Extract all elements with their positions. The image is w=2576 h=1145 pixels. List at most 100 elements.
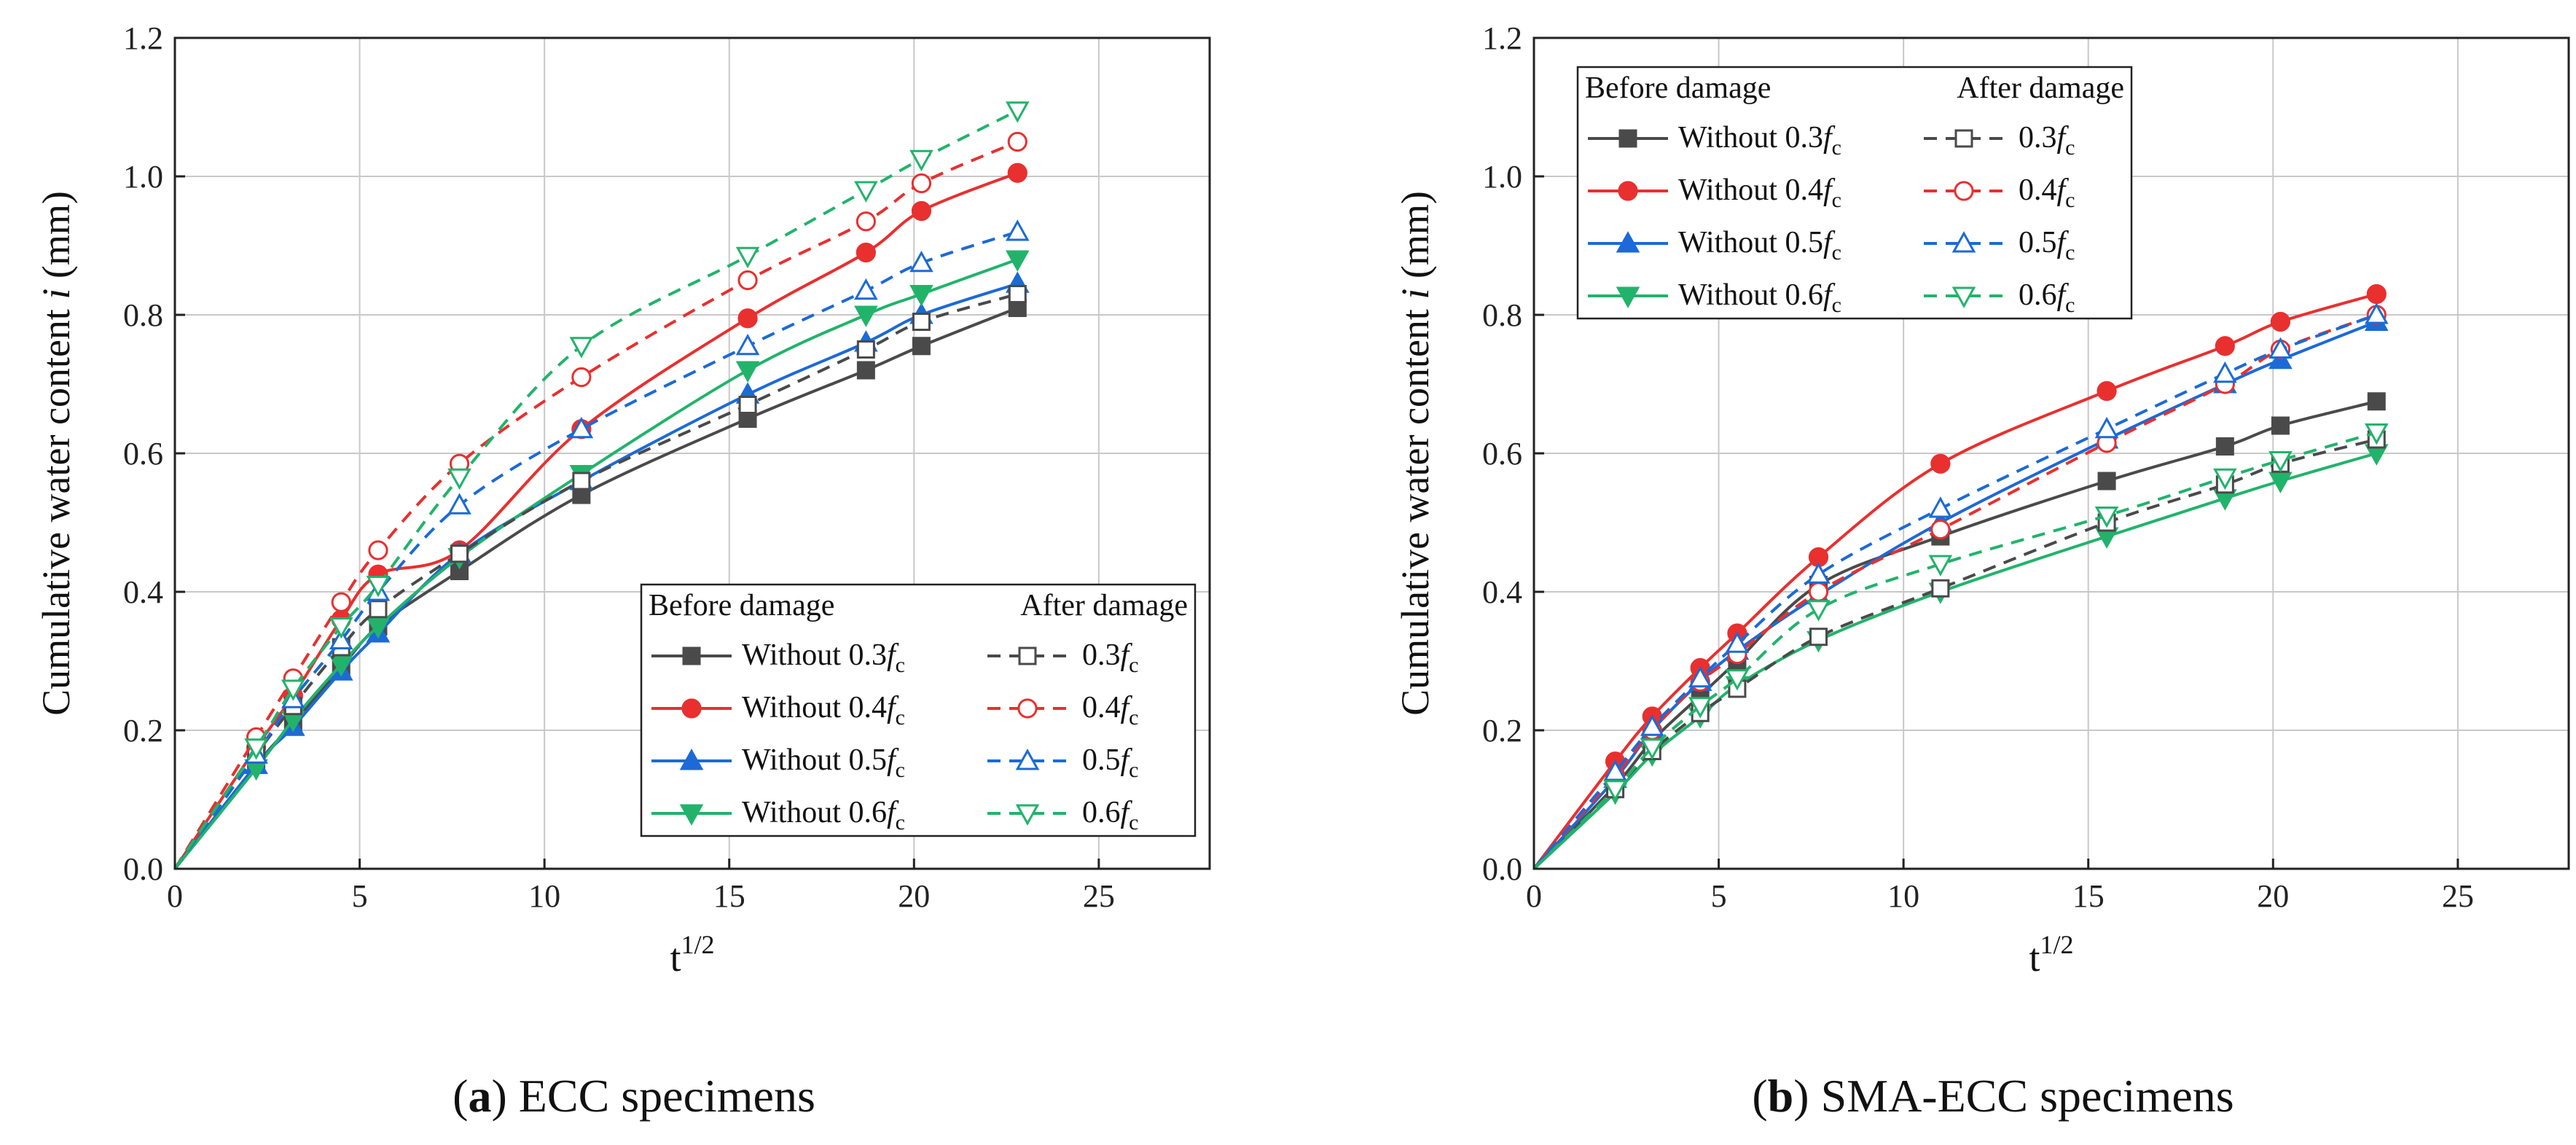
before-damage-point-0.4 bbox=[737, 308, 758, 329]
after-damage-point-0.6 bbox=[1005, 101, 1030, 123]
after-damage-point-0.6 bbox=[281, 679, 305, 701]
after-damage-point-0.3 bbox=[912, 313, 931, 331]
panel-caption: (a) ECC specimens bbox=[453, 1070, 815, 1122]
before-damage-point-0.4 bbox=[1007, 163, 1027, 183]
after-damage-point-0.4 bbox=[368, 540, 388, 560]
x-axis-title: t1/2 bbox=[2029, 930, 2073, 980]
after-damage-point-0.4 bbox=[331, 592, 351, 612]
after-damage-point-0.3 bbox=[1809, 628, 1828, 646]
x-tick-label: 25 bbox=[2442, 878, 2474, 914]
after-damage-point-0.6 bbox=[1640, 738, 1664, 760]
after-damage-point-0.6 bbox=[2268, 451, 2293, 473]
legend-label-before-0.4: Without 0.4fc bbox=[1678, 173, 1841, 212]
y-axis-title: Cumulative water content i (mm) bbox=[1393, 191, 1437, 716]
before-damage-point-0.4 bbox=[856, 242, 876, 263]
after-damage-point-0.5 bbox=[447, 493, 471, 515]
after-damage-point-0.4 bbox=[737, 270, 758, 291]
legend-label-after-0.5: 0.5fc bbox=[1082, 743, 1139, 782]
legend-label-before-0.3: Without 0.3fc bbox=[742, 638, 905, 677]
x-axis-title: t1/2 bbox=[670, 930, 714, 980]
after-damage-point-0.6 bbox=[909, 149, 933, 172]
before-damage-point-0.6 bbox=[1005, 250, 1030, 272]
after-damage-point-0.5 bbox=[329, 628, 353, 649]
before-damage-point-0.6 bbox=[366, 617, 391, 639]
after-damage-line-0.6 bbox=[173, 109, 1019, 870]
legend-marker-before-0.4 bbox=[681, 698, 702, 719]
legend-marker-after-0.6 bbox=[1951, 286, 1976, 308]
after-damage-point-0.5 bbox=[2268, 337, 2293, 359]
legend-after-title: After damage bbox=[1020, 589, 1188, 622]
after-damage-point-0.3 bbox=[369, 600, 388, 619]
after-damage-point-0.5 bbox=[735, 333, 760, 356]
before-damage-point-0.6 bbox=[735, 361, 760, 383]
after-damage-point-0.5 bbox=[1005, 219, 1030, 241]
after-damage-point-0.6 bbox=[2213, 468, 2237, 491]
panel-caption: (b) SMA-ECC specimens bbox=[1752, 1070, 2234, 1122]
axis-ticks: 0 5 10 15 20 25 0.0 0.2 0.4 0.6 0.8 1.0 1.2 bbox=[1482, 20, 2474, 914]
after-damage-line-0.3 bbox=[173, 292, 1018, 870]
legend-marker-before-0.3 bbox=[682, 646, 701, 665]
after-damage-point-0.6 bbox=[1806, 600, 1831, 622]
y-tick-label: 0.0 bbox=[123, 851, 163, 887]
before-damage-line-0.6 bbox=[1532, 452, 2377, 870]
before-damage-point-0.6 bbox=[909, 285, 933, 307]
x-tick-label: 10 bbox=[1887, 878, 1919, 914]
x-tick-label: 5 bbox=[352, 878, 368, 914]
after-damage-point-0.5 bbox=[854, 278, 878, 300]
after-damage-point-0.6 bbox=[366, 576, 391, 598]
legend-label-before-0.5: Without 0.5fc bbox=[742, 743, 905, 782]
after-damage-point-0.4 bbox=[1930, 519, 1951, 540]
x-tick-label: 0 bbox=[1526, 878, 1542, 914]
x-tick-label: 15 bbox=[713, 878, 745, 914]
legend-marker-before-0.6 bbox=[679, 804, 704, 826]
legend-marker-after-0.5 bbox=[1951, 231, 1976, 253]
before-damage-point-0.3 bbox=[2367, 392, 2386, 411]
legend-marker-after-0.6 bbox=[1015, 804, 1040, 826]
x-tick-label: 0 bbox=[167, 878, 183, 914]
y-axis-title: Cumulative water content i (mm) bbox=[34, 191, 78, 716]
after-damage-line-0.6 bbox=[1532, 431, 2377, 870]
before-damage-point-0.3 bbox=[2215, 437, 2234, 456]
after-damage-point-0.5 bbox=[2094, 416, 2119, 439]
before-damage-point-0.3 bbox=[856, 361, 875, 380]
x-tick-label: 20 bbox=[898, 878, 930, 914]
legend-label-after-0.6: 0.6fc bbox=[2019, 278, 2075, 317]
legend-marker-after-0.3 bbox=[1954, 129, 1973, 148]
y-tick-label: 0.0 bbox=[1482, 851, 1522, 887]
legend-marker-after-0.4 bbox=[1017, 698, 1038, 719]
legend-marker-before-0.5 bbox=[1616, 231, 1640, 253]
after-damage-point-0.3 bbox=[738, 396, 757, 414]
legend-label-before-0.6: Without 0.6fc bbox=[742, 796, 905, 835]
legend-marker-before-0.5 bbox=[679, 749, 704, 770]
after-damage-point-0.5 bbox=[909, 250, 933, 273]
after-damage-point-0.6 bbox=[1928, 555, 1953, 577]
after-damage-point-0.5 bbox=[1640, 714, 1664, 736]
legend-marker-before-0.3 bbox=[1618, 129, 1637, 148]
x-tick-label: 20 bbox=[2257, 878, 2289, 914]
after-damage-point-0.3 bbox=[450, 544, 469, 563]
after-damage-point-0.4 bbox=[911, 173, 932, 194]
after-damage-point-0.3 bbox=[1931, 579, 1950, 598]
before-damage-line-0.3 bbox=[1532, 399, 2377, 870]
legend-label-before-0.5: Without 0.5fc bbox=[1678, 226, 1841, 265]
after-damage-line-0.4 bbox=[1532, 313, 2377, 870]
after-damage-point-0.5 bbox=[1928, 496, 1953, 518]
legend-label-before-0.3: Without 0.3fc bbox=[1678, 121, 1841, 160]
after-damage-line-0.3 bbox=[1532, 438, 2377, 870]
y-tick-label: 1.0 bbox=[1482, 159, 1522, 195]
after-damage-line-0.5 bbox=[173, 230, 1018, 870]
after-damage-point-0.4 bbox=[571, 367, 592, 388]
before-damage-point-0.4 bbox=[2270, 311, 2291, 332]
after-damage-point-0.3 bbox=[572, 472, 591, 491]
y-tick-label: 0.6 bbox=[123, 436, 163, 472]
series-group bbox=[173, 101, 1030, 870]
after-damage-point-0.6 bbox=[2094, 507, 2119, 528]
before-damage-point-0.4 bbox=[2215, 336, 2235, 356]
after-damage-point-0.5 bbox=[1725, 631, 1750, 653]
after-damage-point-0.6 bbox=[1725, 669, 1750, 691]
before-damage-point-0.6 bbox=[854, 305, 878, 327]
before-damage-point-0.3 bbox=[2271, 416, 2290, 435]
legend-label-after-0.3: 0.3fc bbox=[1082, 638, 1139, 677]
after-damage-point-0.6 bbox=[244, 738, 268, 760]
